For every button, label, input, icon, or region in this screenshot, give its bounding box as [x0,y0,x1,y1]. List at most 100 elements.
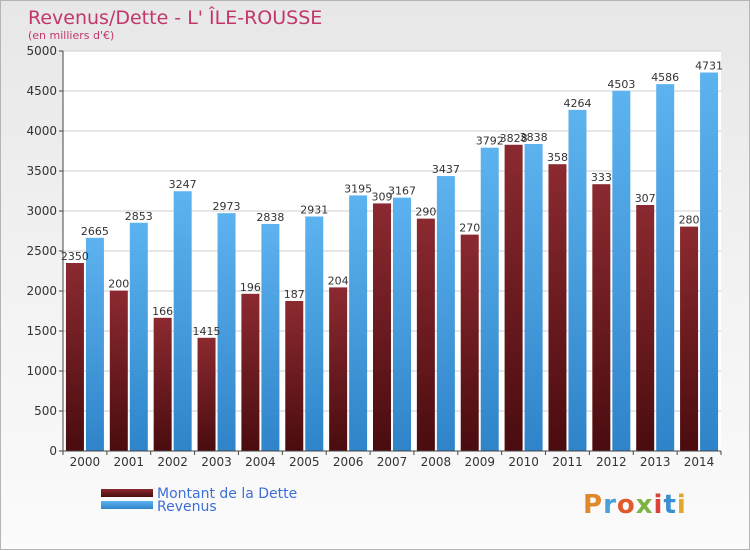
data-label-revenus: 4503 [607,78,635,91]
legend-swatch-revenus [101,501,153,509]
bar-revenus [612,90,631,451]
bar-dette [329,287,348,451]
x-tick-label: 2005 [289,455,320,469]
x-tick-label: 2002 [157,455,188,469]
data-label-revenus: 2853 [125,210,153,223]
data-label-dette: 187 [284,288,305,301]
x-tick-label: 2014 [684,455,715,469]
y-tick-label: 4000 [26,124,57,138]
y-tick-label: 3500 [26,164,57,178]
data-label-dette: 1415 [193,325,221,338]
data-label-dette: 307 [635,192,656,205]
proxiti-logo: Proxiti [583,490,687,520]
bar-dette [592,184,611,451]
data-label-revenus: 4264 [563,97,591,110]
bar-revenus [656,84,675,452]
data-label-dette: 2350 [61,250,89,263]
bar-dette [109,290,128,451]
data-label-dette: 270 [459,222,480,235]
legend-label-revenus: Revenus [157,499,217,515]
data-label-dette: 333 [591,171,612,184]
x-tick-label: 2006 [333,455,364,469]
data-label-revenus: 3838 [520,131,548,144]
data-label-dette: 196 [240,281,261,294]
logo-letter: x [635,490,654,520]
bar-dette [504,144,523,451]
bar-dette [416,218,435,451]
data-label-revenus: 2931 [300,204,328,217]
data-label-dette: 200 [108,278,129,291]
bar-dette [197,337,216,451]
bar-revenus [700,72,719,452]
x-tick-label: 2013 [640,455,671,469]
bar-dette [65,263,84,451]
x-tick-label: 2009 [464,455,495,469]
data-label-revenus: 2665 [81,225,109,238]
y-tick-label: 0 [49,444,57,458]
bar-revenus [305,216,324,451]
bar-dette [285,301,304,451]
chart-subtitle: (en milliers d'€) [28,29,115,42]
legend-label-dette: Montant de la Dette [157,486,298,502]
data-label-dette: 280 [679,214,700,227]
y-tick-label: 4500 [26,84,57,98]
x-tick-label: 2007 [377,455,408,469]
y-tick-label: 2500 [26,244,57,258]
chart-title: Revenus/Dette - L' ÎLE-ROUSSE [28,7,323,29]
bar-revenus [217,213,236,451]
logo-letter: i [653,490,664,520]
data-label-dette: 290 [415,206,436,219]
y-tick-label: 500 [34,404,57,418]
data-label-dette: 204 [328,274,349,287]
bar-dette [636,205,655,451]
bar-revenus [480,147,499,451]
bar-dette [460,234,479,451]
y-tick-label: 1000 [26,364,57,378]
data-label-revenus: 3247 [169,178,197,191]
bar-revenus [173,191,192,452]
x-tick-label: 2011 [552,455,583,469]
bar-revenus [568,109,587,451]
data-label-revenus: 3437 [432,163,460,176]
logo-letter: o [616,490,636,520]
logo-letter: P [583,490,604,520]
bar-revenus [129,222,148,451]
data-label-revenus: 3792 [476,135,504,148]
bar-dette [548,164,567,451]
data-label-revenus: 2973 [213,200,241,213]
data-label-dette: 3828 [500,132,528,145]
bar-revenus [436,176,455,452]
x-tick-label: 2008 [421,455,452,469]
logo-letter: t [663,490,677,520]
legend-swatch-dette [101,489,153,497]
bar-revenus [349,195,368,451]
x-tick-label: 2000 [70,455,101,469]
y-tick-label: 3000 [26,204,57,218]
data-label-revenus: 3195 [344,182,372,195]
bar-revenus [85,237,104,451]
y-tick-label: 2000 [26,284,57,298]
data-label-revenus: 2838 [256,211,284,224]
bar-dette [680,226,699,451]
x-tick-label: 2004 [245,455,276,469]
data-label-revenus: 3167 [388,185,416,198]
bar-revenus [261,223,280,451]
x-tick-label: 2001 [114,455,145,469]
bar-revenus [393,197,411,451]
bar-dette [373,203,391,451]
bar-revenus [524,143,543,451]
data-label-dette: 358 [547,151,568,164]
data-label-dette: 309 [372,190,393,203]
data-label-revenus: 4731 [695,60,723,73]
logo-letter: r [603,490,617,520]
y-tick-label: 1500 [26,324,57,338]
data-label-revenus: 4586 [651,71,679,84]
x-tick-label: 2010 [508,455,539,469]
bar-dette [241,293,260,451]
y-tick-label: 5000 [26,44,57,58]
x-tick-label: 2012 [596,455,627,469]
logo-letter: i [676,490,687,520]
x-tick-label: 2003 [201,455,232,469]
